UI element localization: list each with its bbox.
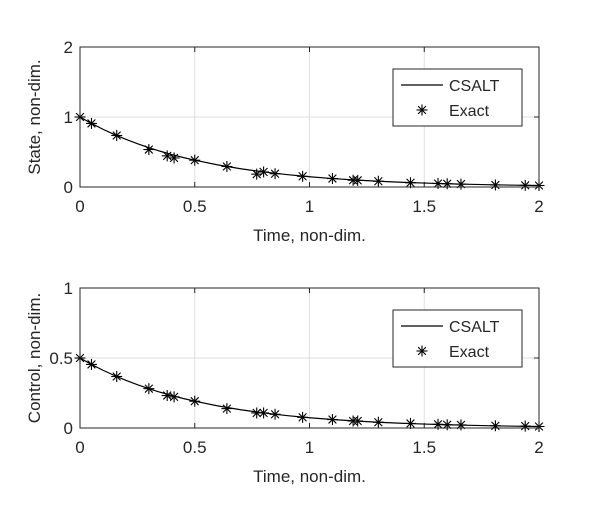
- data-point-exact: [169, 152, 180, 163]
- legend-label-csalt: CSALT: [449, 319, 500, 336]
- data-point-exact: [162, 150, 173, 161]
- legend-label-exact: Exact: [449, 344, 490, 361]
- y-tick-label: 0.5: [49, 349, 73, 368]
- y-axis-label: State, non-dim.: [25, 59, 44, 174]
- data-point-exact: [297, 412, 308, 423]
- x-tick-label: 0.5: [183, 438, 207, 457]
- legend-label-exact: Exact: [449, 103, 490, 120]
- x-tick-label: 2: [534, 197, 543, 216]
- x-tick-label: 1: [305, 197, 314, 216]
- legend-marker-swatch: [417, 346, 428, 357]
- data-point-exact: [143, 383, 154, 394]
- x-tick-label: 0: [75, 438, 84, 457]
- data-point-exact: [352, 175, 363, 186]
- data-point-exact: [297, 171, 308, 182]
- data-point-exact: [189, 396, 200, 407]
- data-point-exact: [520, 180, 531, 191]
- legend: CSALT Exact: [393, 310, 522, 367]
- data-point-exact: [143, 144, 154, 155]
- data-point-exact: [442, 178, 453, 189]
- data-point-exact: [221, 403, 232, 414]
- y-tick-label: 1: [64, 108, 73, 127]
- data-point-exact: [442, 419, 453, 430]
- data-point-exact: [490, 179, 501, 190]
- data-point-exact: [455, 179, 466, 190]
- data-point-exact: [327, 414, 338, 425]
- x-axis-label: Time, non-dim.: [253, 226, 366, 245]
- data-point-exact: [373, 176, 384, 187]
- data-point-exact: [189, 155, 200, 166]
- y-tick-label: 1: [64, 279, 73, 298]
- data-point-exact: [405, 418, 416, 429]
- data-point-exact: [221, 161, 232, 172]
- y-tick-label: 0: [64, 178, 73, 197]
- data-point-exact: [490, 420, 501, 431]
- data-point-exact: [270, 409, 281, 420]
- data-point-exact: [520, 421, 531, 432]
- data-point-exact: [455, 419, 466, 430]
- data-point-exact: [111, 371, 122, 382]
- legend-marker-swatch: [417, 105, 428, 116]
- x-axis-label: Time, non-dim.: [253, 467, 366, 486]
- data-point-exact: [86, 118, 97, 129]
- data-point-exact: [258, 407, 269, 418]
- data-point-exact: [111, 130, 122, 141]
- x-tick-label: 2: [534, 438, 543, 457]
- legend-label-csalt: CSALT: [449, 78, 500, 95]
- data-point-exact: [327, 173, 338, 184]
- data-point-exact: [352, 416, 363, 427]
- legend: CSALT Exact: [393, 69, 522, 126]
- data-point-exact: [86, 359, 97, 370]
- data-point-exact: [251, 169, 262, 180]
- x-tick-label: 1: [305, 438, 314, 457]
- x-tick-label: 1.5: [412, 438, 436, 457]
- data-point-exact: [270, 168, 281, 179]
- x-tick-label: 0.5: [183, 197, 207, 216]
- y-tick-label: 2: [64, 38, 73, 57]
- x-tick-label: 0: [75, 197, 84, 216]
- data-point-exact: [258, 166, 269, 177]
- data-point-exact: [373, 417, 384, 428]
- data-point-exact: [169, 391, 180, 402]
- x-tick-label: 1.5: [412, 197, 436, 216]
- y-axis-label: Control, non-dim.: [25, 293, 44, 423]
- y-tick-label: 0: [64, 419, 73, 438]
